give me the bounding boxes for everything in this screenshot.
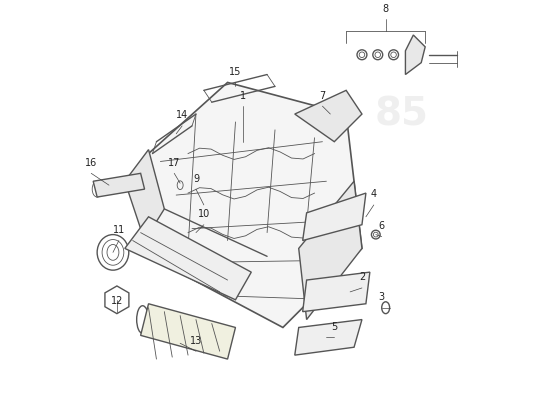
Text: 1: 1	[240, 91, 246, 101]
Polygon shape	[148, 82, 362, 328]
Polygon shape	[105, 286, 129, 314]
Text: 14: 14	[176, 110, 188, 120]
Polygon shape	[295, 90, 362, 142]
Polygon shape	[295, 320, 362, 355]
Text: 11: 11	[113, 225, 125, 235]
Polygon shape	[125, 217, 251, 300]
Text: 4: 4	[371, 190, 377, 200]
Text: 10: 10	[198, 209, 210, 219]
Text: 7: 7	[320, 91, 326, 101]
Polygon shape	[405, 35, 425, 74]
Polygon shape	[125, 150, 164, 240]
Text: 8: 8	[383, 4, 389, 14]
Text: 2: 2	[359, 272, 365, 282]
Text: 15: 15	[229, 67, 241, 77]
Text: 5: 5	[331, 322, 337, 332]
Polygon shape	[302, 272, 370, 312]
Polygon shape	[299, 181, 362, 320]
Polygon shape	[141, 304, 235, 359]
Polygon shape	[302, 193, 366, 240]
Text: 9: 9	[193, 174, 199, 184]
Text: 16: 16	[85, 158, 97, 168]
Text: 6: 6	[378, 221, 385, 231]
Text: 12: 12	[111, 296, 123, 306]
Text: 3: 3	[378, 292, 385, 302]
Text: 85: 85	[375, 95, 428, 133]
Polygon shape	[93, 173, 145, 197]
Text: passion for porsche: passion for porsche	[136, 190, 319, 306]
Ellipse shape	[97, 234, 129, 270]
Text: 13: 13	[190, 336, 202, 346]
Text: 17: 17	[168, 158, 180, 168]
